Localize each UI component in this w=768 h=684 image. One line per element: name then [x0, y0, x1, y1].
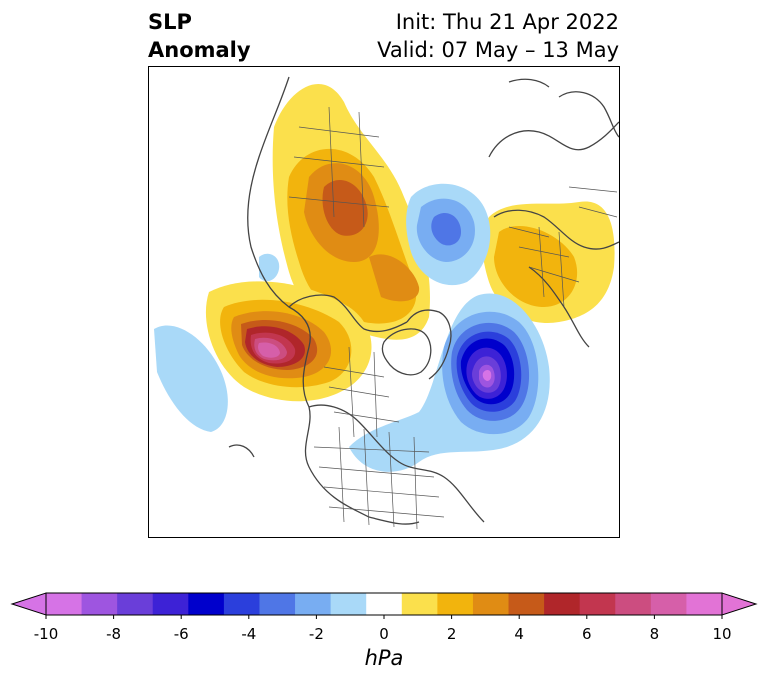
colorbar-segment [223, 593, 260, 615]
siberia-rust [322, 179, 368, 236]
colorbar-segments [46, 593, 723, 615]
colorbar-tick-label: 4 [514, 625, 524, 643]
colorbar-tick-label: -6 [173, 625, 189, 643]
colorbar-segment [401, 593, 438, 615]
valid-range: Valid: 07 May – 13 May [377, 38, 619, 62]
colorbar-tick-label: 2 [446, 625, 457, 643]
colorbar-segment [330, 593, 367, 615]
colorbar-tick-label: -2 [308, 625, 324, 643]
colorbar-segment [508, 593, 545, 615]
colorbar-tick-label: 6 [582, 625, 592, 643]
title-variable-line1: SLP [148, 10, 192, 34]
title-variable-line2: Anomaly [148, 38, 251, 62]
colorbar-tick-label: 0 [379, 625, 389, 643]
pacific-negative-blob [154, 325, 228, 432]
colorbar [10, 592, 758, 619]
colorbar-segment [81, 593, 118, 615]
political-borders [288, 106, 618, 530]
colorbar-segment [152, 593, 189, 615]
colorbar-extend-right [721, 592, 758, 616]
colorbar-segment [686, 593, 723, 615]
colorbar-tick-label: -10 [33, 625, 59, 643]
small-pacific-blue [259, 253, 280, 282]
colorbar-tick-label: -8 [106, 625, 122, 643]
colorbar-segment [650, 593, 687, 615]
coastlines [228, 76, 619, 525]
colorbar-segment [46, 593, 83, 615]
map-dates: Init: Thu 21 Apr 2022 Valid: 07 May – 13… [377, 8, 619, 64]
colorbar-segment [544, 593, 581, 615]
colorbar-segment [437, 593, 474, 615]
siberia-tail [369, 254, 420, 302]
init-date: Init: Thu 21 Apr 2022 [395, 10, 619, 34]
alaska-core [258, 342, 280, 358]
colorbar-ticks [45, 615, 723, 619]
anomaly-map [154, 76, 619, 530]
colorbar-segment [117, 593, 154, 615]
colorbar-segment [188, 593, 225, 615]
colorbar-extend-left [10, 592, 47, 616]
map-title: SLP Anomaly [148, 8, 251, 64]
colorbar-segment [295, 593, 332, 615]
colorbar-tick-label: 8 [649, 625, 660, 643]
colorbar-segment [472, 593, 510, 615]
colorbar-segment [579, 593, 616, 615]
colorbar-segment [366, 593, 403, 615]
colorbar-segment [259, 593, 296, 615]
colorbar-tick-label: 10 [712, 625, 732, 643]
colorbar-tick-label: -4 [241, 625, 257, 643]
colorbar-unit-label: hPa [364, 646, 404, 670]
arctic-core [431, 212, 461, 246]
colorbar-segment [615, 593, 652, 615]
map-panel [148, 66, 620, 538]
atlantic-core [482, 370, 492, 381]
europe-gold [494, 226, 578, 307]
